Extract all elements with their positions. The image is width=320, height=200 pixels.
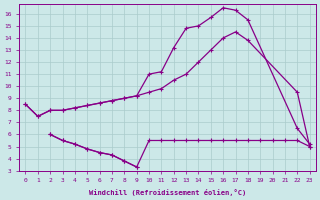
X-axis label: Windchill (Refroidissement éolien,°C): Windchill (Refroidissement éolien,°C) — [89, 189, 246, 196]
